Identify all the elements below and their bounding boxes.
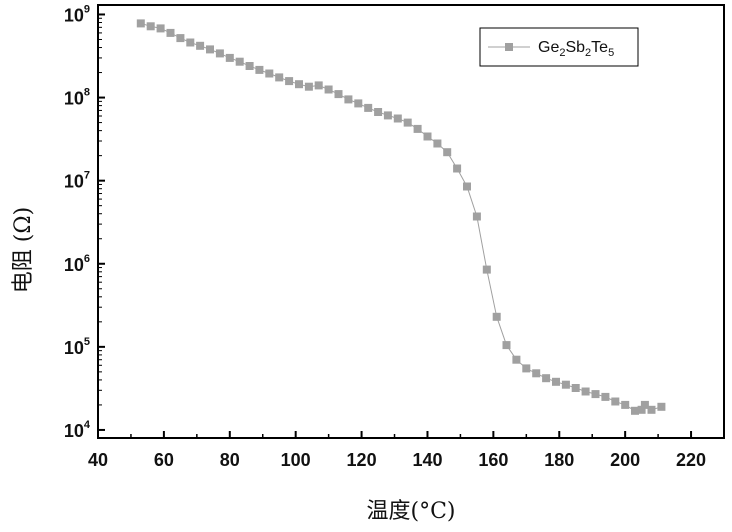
x-axis-title: 温度(°C): [367, 499, 456, 524]
data-point: [542, 374, 550, 382]
data-point: [532, 369, 540, 377]
x-tick-label: 100: [281, 450, 311, 470]
x-tick-label: 160: [478, 450, 508, 470]
data-point: [295, 80, 303, 88]
data-point: [246, 62, 254, 70]
data-point: [305, 83, 313, 91]
data-point: [384, 111, 392, 119]
data-point: [157, 24, 165, 32]
legend: Ge2Sb2Te5: [480, 28, 638, 66]
data-point: [236, 58, 244, 66]
ticks-layer: 40 60 80 100 120 140 160 180 200 220 104 105 106 107 1…: [64, 3, 706, 470]
data-point: [512, 356, 520, 364]
data-point: [186, 39, 194, 47]
data-point: [483, 266, 491, 274]
y-tick-label: 106: [64, 253, 90, 275]
y-tick-label: 108: [64, 87, 90, 109]
data-point: [364, 104, 372, 112]
data-point: [147, 22, 155, 30]
data-point: [493, 313, 501, 321]
data-point: [394, 115, 402, 123]
data-point: [657, 403, 665, 411]
x-tick-label: 200: [610, 450, 640, 470]
data-point: [335, 90, 343, 98]
data-point: [325, 86, 333, 94]
x-tick-label: 220: [676, 450, 706, 470]
data-point: [522, 364, 530, 372]
data-point: [285, 77, 293, 85]
y-axis-title: 电阻 (Ω): [11, 207, 36, 293]
data-point: [443, 148, 451, 156]
legend-label-sb: Sb: [565, 39, 585, 56]
x-tick-label: 120: [347, 450, 377, 470]
data-point: [592, 390, 600, 398]
data-point: [404, 119, 412, 127]
y-tick-label: 107: [64, 170, 90, 192]
data-point: [621, 401, 629, 409]
series-layer: [137, 19, 666, 414]
data-point: [463, 183, 471, 191]
y-tick-label: 105: [64, 336, 90, 358]
data-point: [196, 42, 204, 50]
data-point: [414, 125, 422, 133]
x-tick-label: 180: [544, 450, 574, 470]
y-tick-label: 104: [64, 419, 91, 441]
data-point: [503, 341, 511, 349]
data-point: [374, 108, 382, 116]
data-point: [424, 133, 432, 141]
data-point: [562, 381, 570, 389]
data-point: [255, 66, 263, 74]
plot-frame: [98, 5, 724, 438]
x-tick-label: 60: [154, 450, 174, 470]
data-point: [601, 393, 609, 401]
data-point: [611, 398, 619, 406]
legend-marker: [505, 43, 513, 51]
data-point: [176, 34, 184, 42]
data-point: [572, 384, 580, 392]
y-tick-label: 109: [64, 3, 90, 25]
data-point: [265, 70, 273, 78]
data-point: [226, 54, 234, 62]
data-point: [433, 140, 441, 148]
data-point: [275, 73, 283, 81]
data-point: [354, 99, 362, 107]
data-point: [552, 378, 560, 386]
data-point: [473, 213, 481, 221]
legend-label-ge: Ge: [538, 39, 559, 56]
data-point: [648, 406, 656, 414]
data-point: [206, 45, 214, 53]
data-point: [167, 29, 175, 37]
data-point: [137, 19, 145, 27]
x-tick-label: 80: [220, 450, 240, 470]
x-tick-label: 140: [412, 450, 442, 470]
series-line: [141, 23, 662, 410]
x-tick-label: 40: [88, 450, 108, 470]
legend-label-sub-3: 5: [608, 47, 614, 59]
legend-label-te: Te: [591, 39, 608, 56]
data-point: [315, 81, 323, 89]
data-point: [453, 165, 461, 173]
data-point: [344, 95, 352, 103]
data-point: [582, 388, 590, 396]
data-point: [216, 49, 224, 57]
